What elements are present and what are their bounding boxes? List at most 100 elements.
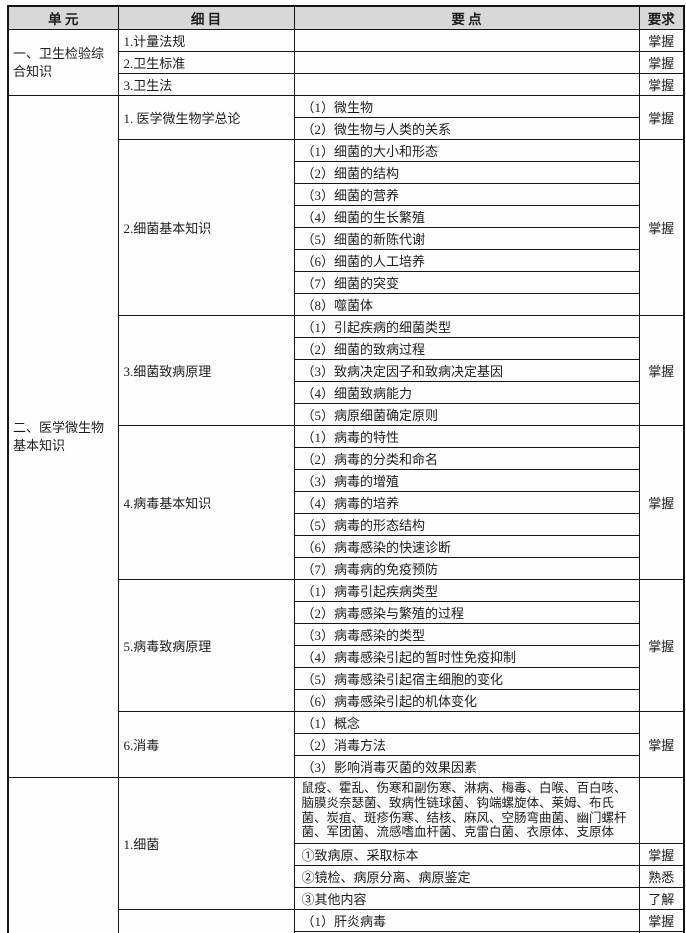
item-cell: 2.病毒 [117,909,295,933]
table-row: 5.病毒致病原理 （1）病毒引起疾病类型 掌握 [8,579,685,712]
table-row: 三、传染病病原1.细菌鼠疫、霍乱、伤寒和副伤寒、淋病、梅毒、白喉、百白咳、脑膜炎… [7,777,685,933]
item-cell: 1.计量法规 [117,29,295,52]
page: { "colors": { "header_bg": "#d8d8d8", "b… [0,5,686,933]
table-row: 6.消毒 （1）概念 掌握 [8,711,685,778]
point-cell [293,73,640,96]
point-cell: （1）概念 [293,711,640,734]
requirement-cell: 掌握 [638,711,685,778]
unit-cell: 一、卫生检验综合知识 [7,29,119,96]
table-row: （5）细菌的新陈代谢 [8,227,684,250]
requirement-cell: 掌握 [638,315,685,426]
table-row: （3）致病决定因子和致病决定基因 [8,359,684,382]
header-row: 单 元 细 目 要 点 要求 [7,5,685,30]
point-cell: （4）病毒的培养 [293,491,640,514]
table-row: 3.细菌致病原理 （1）引起疾病的细菌类型 掌握 [8,315,685,426]
point-cell: （5）细菌的新陈代谢 [293,227,640,250]
requirement-cell: 掌握 [638,931,685,933]
item-cell: 1. 医学微生物学总论 [117,95,295,140]
point-cell: （4）细菌的生长繁殖 [293,205,640,228]
point-cell: （5）病毒感染引起宿主细胞的变化 [293,667,640,690]
table-row: （2）消毒方法 [8,733,684,756]
header-requirement-column: 要求 [638,5,685,30]
requirement-cell: 掌握 [638,139,685,316]
point-cell: （6）病毒感染的快速诊断 [293,535,640,558]
point-cell: ②镜检、病原分离、病原鉴定 [293,865,640,888]
point-cell: （4）病毒感染引起的暂时性免疫抑制 [293,645,640,668]
table-row: （5）病原细菌确定原则 [8,403,684,426]
point-cell: （4）细菌致病能力 [293,381,640,404]
table-row: （3）病毒的增殖 [8,469,684,492]
item-cell: 2.卫生标准 [117,51,295,74]
requirement-cell: 掌握 [638,29,685,52]
point-cell: （1）细菌的大小和形态 [293,139,640,162]
table-row: ①致病原、采取标本 掌握 [8,843,685,866]
item-cell: 2.细菌基本知识 [117,139,295,316]
requirement-cell: 掌握 [638,425,685,580]
unit-cell: 三、传染病病原 [7,777,119,933]
table-row: ③其他内容 了解 [8,887,685,910]
point-cell: （8）噬菌体 [293,293,640,316]
point-cell: （2）消毒方法 [293,733,640,756]
table-row: （5）病毒的形态结构 [8,513,684,536]
table-row: 4.病毒基本知识 （1）病毒的特性 掌握 [8,425,685,580]
table-body: 一、卫生检验综合知识 1.计量法规 掌握 2.卫生标准 掌握 3.卫生法 掌握 二、医学微生物… [7,29,685,933]
table-header: 单 元 细 目 要 点 要求 [7,5,685,30]
syllabus-table: 单 元 细 目 要 点 要求 一、卫生检验综合知识 1.计量法规 掌握 2.卫生标准掌… [7,5,685,933]
table-row: ②镜检、病原分离、病原鉴定 熟悉 [8,865,685,888]
point-cell: （3）病毒感染的类型 [293,623,640,646]
point-cell: （7）细菌的突变 [293,271,640,294]
point-cell: （2）细菌的致病过程 [293,337,640,360]
point-cell: 鼠疫、霍乱、伤寒和副伤寒、淋病、梅毒、白喉、百白咳、脑膜炎奈瑟菌、致病性链球菌、… [293,777,640,844]
requirement-cell: 掌握 [638,73,685,96]
point-cell: （2）微生物与人类的关系 [293,117,640,140]
point-cell: （6）细菌的人工培养 [293,249,640,272]
table-row: 2.细菌基本知识 （1）细菌的大小和形态 掌握 [8,139,685,316]
point-cell: （7）病毒病的免疫预防 [293,557,640,580]
point-cell: （3）影响消毒灭菌的效果因素 [293,755,640,778]
requirement-cell: 掌握 [638,909,685,932]
table-row: （6）病毒感染引起的机体变化 [8,689,684,712]
table-row: （8）噬菌体 [8,293,684,316]
header-unit-column: 单 元 [7,5,119,30]
header-item-column: 细 目 [117,5,295,30]
unit-cell: 二、医学微生物基本知识 [7,95,119,778]
item-cell: 1.细菌 [117,777,295,910]
table-row: （2）HIV掌握 [8,931,685,933]
requirement-cell [638,777,685,844]
point-cell: （3）细菌的营养 [293,183,640,206]
requirement-cell: 掌握 [638,51,685,74]
table-row: （7）病毒病的免疫预防 [8,557,684,580]
requirement-cell: 掌握 [638,579,685,712]
point-cell: （2）病毒的分类和命名 [293,447,640,470]
table-row: （6）病毒感染的快速诊断 [8,535,684,558]
point-cell: （1）病毒引起疾病类型 [293,579,640,602]
table-row: 一、卫生检验综合知识 1.计量法规 掌握 [7,29,685,96]
point-cell [293,29,640,52]
requirement-cell: 掌握 [638,843,685,866]
point-cell: （3）病毒的增殖 [293,469,640,492]
point-cell: （6）病毒感染引起的机体变化 [293,689,640,712]
table-row: （3）病毒感染的类型 [8,623,684,646]
point-cell: （5）病毒的形态结构 [293,513,640,536]
header-points-column: 要 点 [293,5,640,30]
item-cell: 6.消毒 [117,711,295,778]
point-cell: （5）病原细菌确定原则 [293,403,640,426]
point-cell: ③其他内容 [293,887,640,910]
point-cell: （1）病毒的特性 [293,425,640,448]
item-cell: 3.细菌致病原理 [117,315,295,426]
requirement-cell: 了解 [638,887,685,910]
item-cell: 4.病毒基本知识 [117,425,295,580]
point-cell: （1）微生物 [293,95,640,118]
point-cell [293,51,640,74]
point-cell: （1）引起疾病的细菌类型 [293,315,640,338]
requirement-cell: 掌握 [638,95,685,140]
table-row: 二、医学微生物基本知识 1. 医学微生物学总论 （1）微生物 掌握 [7,95,685,778]
table-row: （4）细菌致病能力 [8,381,684,404]
item-cell: 5.病毒致病原理 [117,579,295,712]
item-cell: 3.卫生法 [117,73,295,96]
requirement-cell: 熟悉 [638,865,685,888]
point-cell: （2）病毒感染与繁殖的过程 [293,601,640,624]
point-cell: ①致病原、采取标本 [293,843,640,866]
point-cell: （1）肝炎病毒 [293,909,640,932]
table-row: （2）微生物与人类的关系 [8,117,684,140]
